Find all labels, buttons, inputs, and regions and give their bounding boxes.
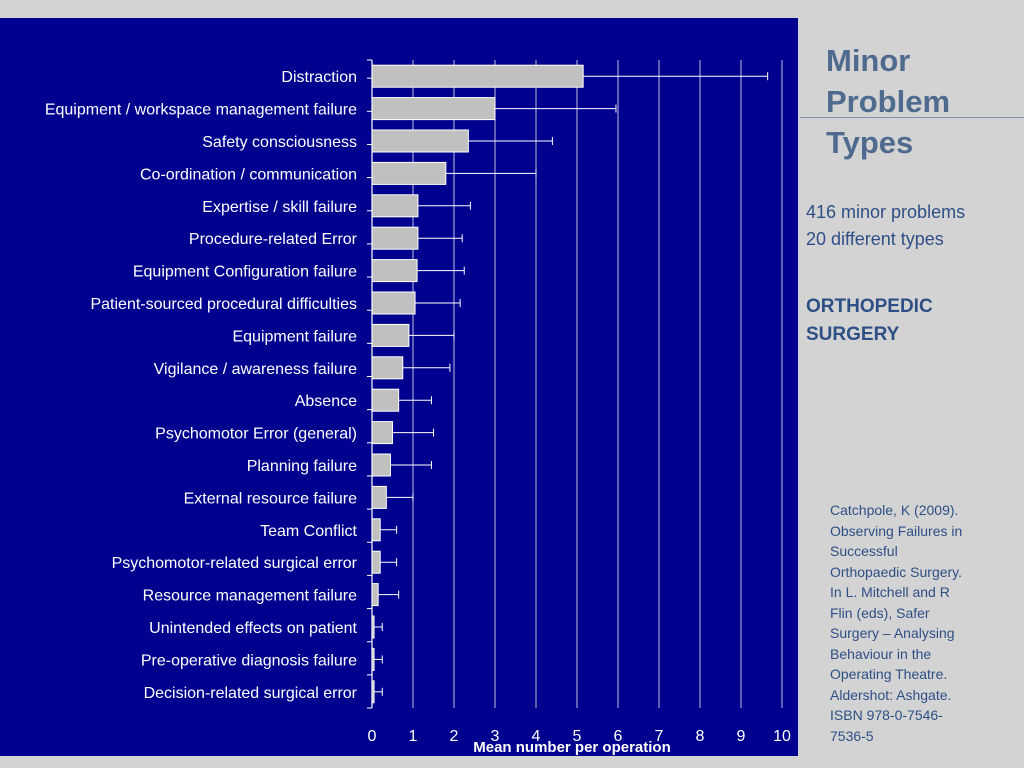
bar: [371, 453, 391, 477]
category-label: Equipment / workspace management failure: [45, 102, 357, 119]
stat-line: 20 different types: [806, 229, 944, 249]
bar: [371, 64, 584, 88]
x-tick-label: 2: [450, 728, 459, 745]
x-tick-label: 3: [491, 728, 500, 745]
category-label: Expertise / skill failure: [202, 199, 357, 216]
title-divider: [800, 117, 1024, 118]
citation-line: ISBN 978-0-7546-: [830, 707, 943, 723]
stat-line: 416 minor problems: [806, 202, 966, 222]
bar: [371, 518, 381, 542]
x-tick-label: 9: [737, 728, 746, 745]
x-tick-label: 8: [696, 728, 705, 745]
category-label: Psychomotor Error (general): [155, 426, 357, 443]
bar: [371, 583, 379, 607]
x-tick-label: 5: [573, 728, 582, 745]
slide-title: Minor Problem Types: [826, 40, 1016, 163]
bar: [371, 388, 400, 412]
category-label: Vigilance / awareness failure: [154, 361, 357, 378]
category-label: Equipment Configuration failure: [133, 264, 357, 281]
category-label: Pre-operative diagnosis failure: [141, 652, 357, 669]
category-label: Equipment failure: [232, 328, 357, 345]
bar: [371, 97, 496, 121]
citation: Catchpole, K (2009). Observing Failures …: [830, 500, 1010, 746]
bar: [371, 647, 375, 671]
category-label: Procedure-related Error: [189, 231, 358, 248]
bar: [371, 226, 419, 250]
bar-chart: 0 1 2 3 4 5 6 7 8 9 10 Distraction Equipment / works…: [45, 59, 791, 756]
chart-panel: 0 1 2 3 4 5 6 7 8 9 10 Distraction Equipment / works…: [0, 18, 798, 756]
citation-line: Successful: [830, 543, 898, 559]
category-label: Safety consciousness: [202, 134, 357, 151]
citation-line: 7536-5: [830, 727, 874, 744]
x-tick-label: 4: [532, 728, 541, 745]
category-label: Co-ordination / communication: [140, 166, 357, 183]
surgery-line: SURGERY: [806, 324, 900, 345]
surgery-heading: ORTHOPEDIC SURGERY: [806, 293, 1021, 349]
bar: [371, 291, 416, 315]
citation-line: Flin (eds), Safer: [830, 604, 930, 621]
citation-line: Operating Theatre.: [830, 666, 948, 682]
category-label: Team Conflict: [260, 523, 357, 540]
category-label: Planning failure: [247, 458, 357, 475]
citation-line: Orthopaedic Surgery.: [830, 563, 963, 580]
category-label: Distraction: [281, 69, 357, 86]
surgery-line: ORTHOPEDIC: [806, 296, 933, 317]
category-label: Absence: [295, 393, 357, 410]
slide-title-line: Types: [826, 125, 914, 160]
citation-line: Surgery – Analysing: [830, 625, 955, 641]
x-tick-label: 1: [409, 728, 418, 745]
bar: [371, 356, 404, 380]
bar: [371, 615, 375, 639]
category-label: External resource failure: [184, 490, 358, 507]
citation-line: Catchpole, K (2009).: [830, 502, 959, 518]
category-label: Unintended effects on patient: [149, 620, 357, 637]
citation-line: Behaviour in the: [830, 645, 932, 662]
bar: [371, 421, 393, 445]
citation-line: Observing Failures in: [830, 522, 963, 539]
category-label: Resource management failure: [143, 588, 357, 605]
bar: [371, 550, 381, 574]
bar: [371, 129, 469, 153]
bar: [371, 259, 418, 283]
bar: [371, 323, 410, 347]
bar: [371, 161, 447, 185]
stats-text: 416 minor problems 20 different types: [806, 199, 1021, 253]
x-tick-label: 7: [655, 728, 664, 745]
bar: [371, 680, 375, 704]
slide-title-line: Problem: [826, 84, 951, 119]
slide-title-line: Minor: [826, 43, 911, 78]
bar: [371, 485, 387, 509]
x-tick-label: 0: [368, 728, 377, 745]
category-label: Psychomotor-related surgical error: [112, 555, 358, 572]
citation-line: In L. Mitchell and R: [830, 584, 950, 600]
x-axis-title: Mean number per operation: [473, 739, 671, 756]
bar: [371, 194, 419, 218]
category-label: Decision-related surgical error: [144, 685, 358, 702]
category-label: Patient-sourced procedural difficulties: [90, 296, 357, 313]
x-tick-label: 6: [614, 728, 623, 745]
citation-line: Aldershot: Ashgate.: [830, 686, 952, 703]
x-tick-label: 10: [773, 728, 791, 745]
